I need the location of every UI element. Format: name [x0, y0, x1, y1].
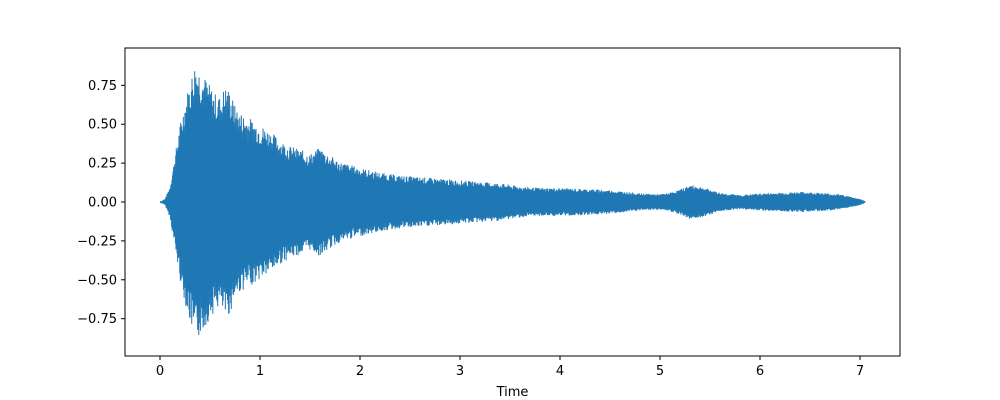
x-tick-label: 5 [656, 364, 664, 379]
y-tick-label: 0.50 [88, 118, 117, 133]
waveform-layer [159, 71, 866, 336]
axes-layer: 0 1 2 3 4 5 6 7 0.75 0.50 0.25 0.00 −0.25 −0.50 −0.75 [77, 47, 901, 379]
y-tick-label: 0.75 [88, 79, 117, 94]
x-tick-label: 3 [456, 364, 464, 379]
x-tick-label: 7 [856, 364, 864, 379]
y-tick-label: 0.00 [88, 196, 117, 211]
waveform-line [159, 71, 866, 336]
x-axis-label: Time [496, 385, 529, 400]
x-tick-label: 0 [156, 364, 164, 379]
x-tick-label: 1 [256, 364, 264, 379]
x-tick-label: 2 [356, 364, 364, 379]
y-tick-label: −0.25 [77, 234, 117, 249]
y-tick-label: 0.25 [88, 157, 117, 172]
x-tick-label: 6 [756, 364, 764, 379]
x-tick-label: 4 [556, 364, 564, 379]
y-tick-label: −0.75 [77, 312, 117, 327]
y-tick-label: −0.50 [77, 273, 117, 288]
